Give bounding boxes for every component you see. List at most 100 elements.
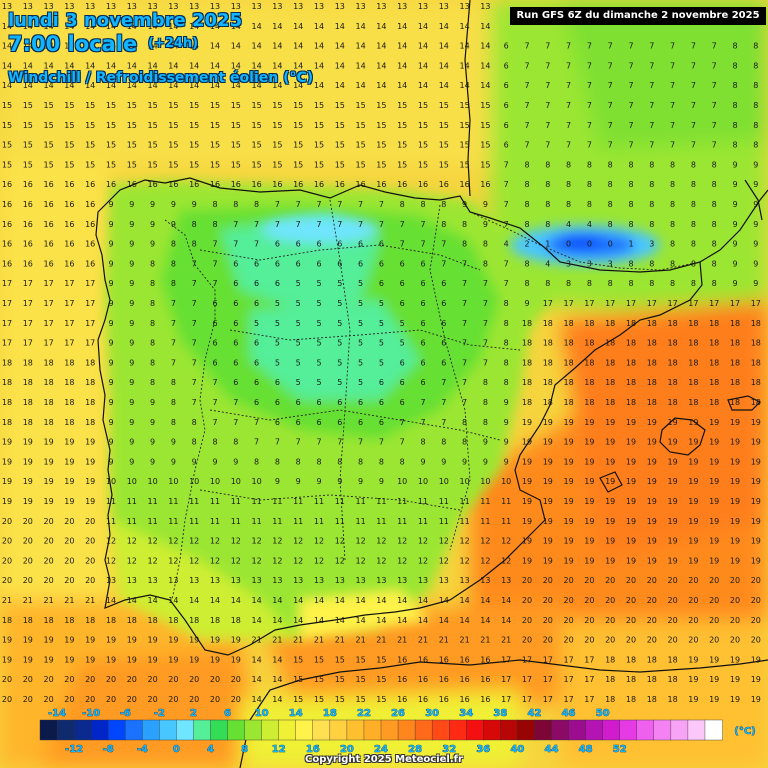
grid-value: 7 [483, 358, 488, 367]
grid-value: 7 [400, 220, 405, 229]
grid-value: 15 [293, 101, 303, 110]
grid-value: 20 [522, 636, 532, 645]
grid-value: 11 [418, 497, 428, 506]
grid-value: 17 [501, 695, 511, 704]
grid-value: 14 [252, 596, 262, 605]
grid-value: 17 [543, 675, 553, 684]
grid-value: 9 [504, 418, 509, 427]
grid-value: 20 [522, 596, 532, 605]
grid-value: 13 [335, 2, 345, 11]
grid-value: 8 [462, 438, 467, 447]
grid-value: 14 [460, 616, 470, 625]
grid-value: 19 [647, 517, 657, 526]
grid-value: 20 [85, 576, 95, 585]
grid-value: 19 [564, 497, 574, 506]
grid-value: 7 [275, 200, 280, 209]
legend-swatch [39, 719, 58, 741]
grid-value: 9 [108, 339, 113, 348]
grid-value: 8 [712, 180, 717, 189]
grid-value: 7 [628, 81, 633, 90]
grid-value: 14 [210, 22, 220, 31]
grid-value: 12 [376, 556, 386, 565]
grid-value: 8 [712, 259, 717, 268]
grid-value: 16 [44, 259, 54, 268]
grid-value: 14 [335, 81, 345, 90]
grid-value: 18 [564, 358, 574, 367]
grid-value: 8 [171, 279, 176, 288]
grid-value: 15 [23, 141, 33, 150]
grid-value: 15 [2, 160, 12, 169]
grid-value: 13 [376, 2, 386, 11]
legend-swatch [159, 719, 178, 741]
grid-value: 9 [462, 457, 467, 466]
grid-value: 21 [293, 636, 303, 645]
grid-value: 20 [44, 537, 54, 546]
grid-value: 13 [210, 576, 220, 585]
grid-value: 4 [566, 220, 571, 229]
grid-value: 18 [605, 339, 615, 348]
grid-value: 15 [335, 121, 345, 130]
grid-value: 18 [730, 378, 740, 387]
grid-value: 18 [730, 398, 740, 407]
grid-value: 7 [524, 61, 529, 70]
grid-value: 20 [23, 576, 33, 585]
grid-value: 8 [150, 279, 155, 288]
grid-value: 18 [668, 358, 678, 367]
grid-value: 14 [231, 42, 241, 51]
grid-value: 7 [441, 418, 446, 427]
grid-value: 8 [566, 180, 571, 189]
legend-label-bottom: 24 [374, 744, 388, 755]
legend-swatch [346, 719, 365, 741]
grid-value: 14 [439, 596, 449, 605]
grid-value: 14 [356, 616, 366, 625]
grid-value: 7 [587, 101, 592, 110]
grid-value: 7 [192, 299, 197, 308]
grid-value: 18 [564, 398, 574, 407]
grid-value: 8 [587, 160, 592, 169]
grid-value: 8 [670, 240, 675, 249]
grid-value: 7 [254, 220, 259, 229]
grid-value: 17 [44, 299, 54, 308]
grid-value: 19 [148, 655, 158, 664]
grid-value: 18 [23, 418, 33, 427]
grid-value: 9 [504, 438, 509, 447]
grid-value: 13 [356, 2, 366, 11]
grid-value: 19 [44, 477, 54, 486]
grid-value: 15 [168, 141, 178, 150]
grid-value: 16 [397, 655, 407, 664]
grid-value: 9 [108, 438, 113, 447]
grid-value: 19 [522, 556, 532, 565]
grid-value: 14 [127, 22, 137, 31]
grid-value: 7 [587, 42, 592, 51]
grid-value: 7 [524, 81, 529, 90]
grid-value: 20 [647, 616, 657, 625]
grid-value: 6 [296, 418, 301, 427]
grid-value: 9 [108, 378, 113, 387]
grid-value: 15 [252, 160, 262, 169]
grid-value: 14 [272, 655, 282, 664]
grid-value: 20 [85, 695, 95, 704]
grid-value: 20 [189, 675, 199, 684]
grid-value: 7 [670, 141, 675, 150]
grid-value: 7 [504, 200, 509, 209]
grid-value: 5 [316, 339, 321, 348]
grid-value: 14 [106, 22, 116, 31]
grid-value: 7 [504, 259, 509, 268]
grid-value: 9 [150, 240, 155, 249]
grid-value: 13 [231, 2, 241, 11]
grid-value: 14 [439, 42, 449, 51]
grid-value: 15 [168, 160, 178, 169]
grid-value: 19 [605, 438, 615, 447]
grid-value: 7 [337, 220, 342, 229]
grid-value: 20 [64, 517, 74, 526]
grid-value: 18 [44, 616, 54, 625]
grid-value: 13 [231, 576, 241, 585]
grid-value: 14 [252, 655, 262, 664]
grid-value: 21 [64, 596, 74, 605]
grid-value: 8 [254, 457, 259, 466]
grid-value: 6 [400, 299, 405, 308]
grid-value: 7 [192, 339, 197, 348]
grid-value: 14 [376, 22, 386, 31]
grid-value: 11 [168, 517, 178, 526]
grid-value: 20 [2, 517, 12, 526]
